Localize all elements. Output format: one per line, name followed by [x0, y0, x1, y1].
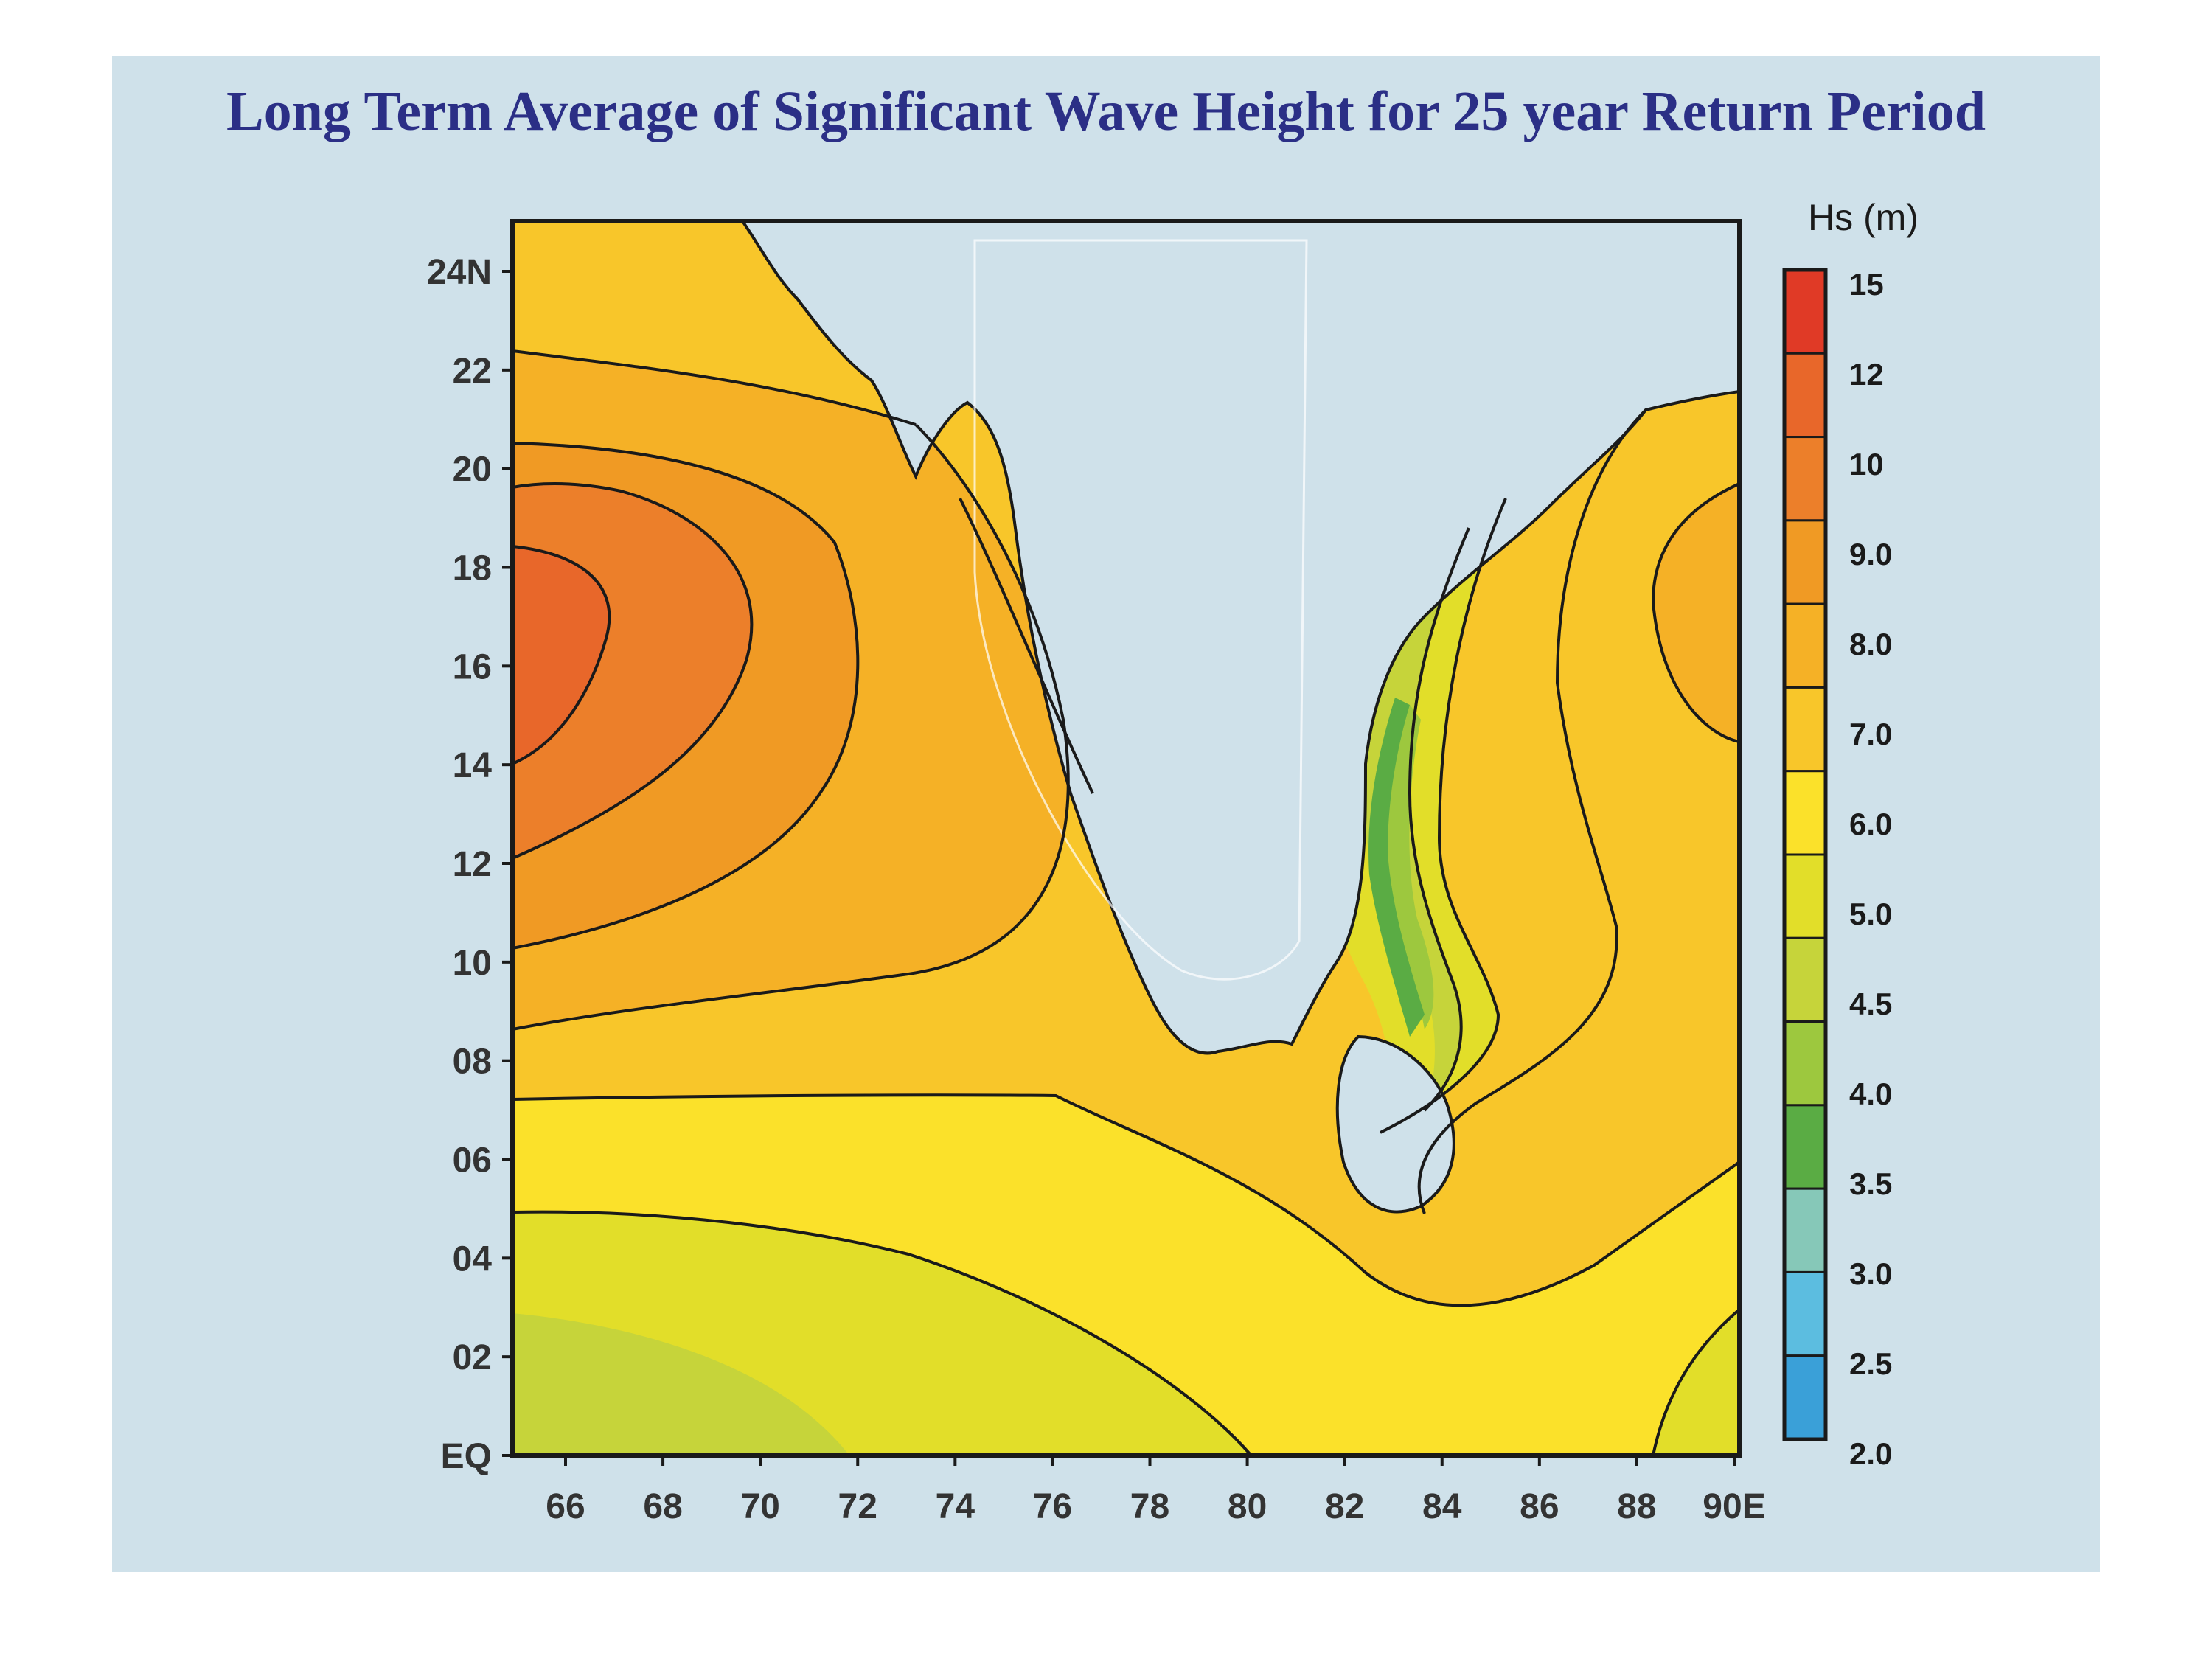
legend-swatch [1783, 602, 1827, 689]
x-tick-label: 86 [1520, 1487, 1559, 1526]
legend-swatch [1783, 519, 1827, 605]
y-tick-label: 04 [453, 1239, 493, 1279]
x-tick-label: 82 [1325, 1487, 1364, 1526]
legend-swatch [1783, 1020, 1827, 1107]
contour-band-3-5-coast [1368, 698, 1425, 1037]
legend-label: 8.0 [1849, 627, 1892, 661]
legend-swatch [1783, 1104, 1827, 1190]
y-tick-label: EQ [441, 1437, 492, 1476]
y-tick-label: 12 [453, 845, 492, 884]
x-tick-label: 70 [740, 1487, 779, 1526]
contour-band-4-5 [512, 1313, 849, 1455]
legend-swatch [1783, 853, 1827, 939]
x-axis: 66 68 70 72 74 76 78 80 82 84 86 88 90E [546, 1455, 1766, 1526]
legend-frame [1782, 268, 1828, 1441]
y-tick-label: 08 [453, 1043, 492, 1082]
x-tick-label: 66 [546, 1487, 585, 1526]
contour-lines [512, 349, 1739, 1455]
legend-swatch [1783, 1270, 1827, 1357]
legend-swatch [1783, 936, 1827, 1023]
y-axis: EQ 02 04 06 08 10 12 14 16 18 20 22 24N [427, 253, 512, 1476]
x-tick-label: 68 [643, 1487, 682, 1526]
x-tick-label: 76 [1033, 1487, 1072, 1526]
legend-title: Hs (m) [1808, 197, 1919, 238]
legend-swatch [1783, 686, 1827, 773]
y-tick-label: 16 [453, 647, 492, 686]
y-tick-label: 20 [453, 451, 492, 490]
x-tick-label: 80 [1228, 1487, 1267, 1526]
legend-swatch [1783, 268, 1827, 355]
legend-label: 2.5 [1849, 1346, 1892, 1381]
x-tick-label: 78 [1130, 1487, 1169, 1526]
legend-label: 9.0 [1849, 537, 1892, 571]
x-tick-label: 88 [1617, 1487, 1656, 1526]
wave-height-map: EQ 02 04 06 08 10 12 14 16 18 20 22 24N 66 68 70 72 74 76… [427, 197, 1919, 1526]
map-frame [510, 219, 1742, 1458]
legend-swatch [1783, 770, 1827, 856]
legend-label: 7.0 [1849, 717, 1892, 751]
x-tick-label: 74 [936, 1487, 975, 1526]
legend-label: 3.0 [1849, 1256, 1892, 1291]
contour-band-4-coast [1383, 705, 1434, 1029]
legend-swatch [1783, 352, 1827, 439]
legend-swatch [1783, 1354, 1827, 1441]
x-tick-label: 84 [1422, 1487, 1462, 1526]
legend-label: 15 [1849, 267, 1884, 302]
legend-label: 12 [1849, 357, 1884, 392]
legend-label: 4.0 [1849, 1077, 1892, 1111]
legend-label: 2.0 [1849, 1436, 1892, 1471]
contour-band-8-east [1653, 484, 1739, 742]
figure-panel: Long Term Average of Significant Wave He… [112, 56, 2100, 1572]
legend-swatch [1783, 436, 1827, 522]
x-tick-label: 90E [1703, 1487, 1765, 1526]
legend-label: 4.5 [1849, 987, 1892, 1021]
y-tick-label: 24N [427, 253, 492, 292]
x-tick-label: 72 [838, 1487, 877, 1526]
legend-label: 6.0 [1849, 807, 1892, 841]
legend-label: 5.0 [1849, 897, 1892, 931]
y-tick-label: 18 [453, 549, 492, 588]
land-inner-outline [973, 239, 1308, 981]
y-tick-label: 22 [453, 352, 492, 391]
y-tick-label: 06 [453, 1141, 492, 1180]
y-tick-label: 14 [453, 746, 493, 785]
y-tick-label: 02 [453, 1338, 492, 1377]
contour-band-12 [512, 546, 610, 764]
legend: 15 12 10 9.0 8.0 7.0 6.0 5.0 4.5 4.0 3.5 3.0 2.5 2.0 [1782, 267, 1892, 1471]
land-india [512, 221, 1739, 1055]
legend-label: 3.5 [1849, 1166, 1892, 1201]
legend-label: 10 [1849, 447, 1884, 481]
contour-band-5-se [1653, 1310, 1739, 1455]
legend-swatch [1783, 1187, 1827, 1273]
page-title: Long Term Average of Significant Wave He… [226, 80, 1986, 142]
y-tick-label: 10 [453, 944, 492, 983]
